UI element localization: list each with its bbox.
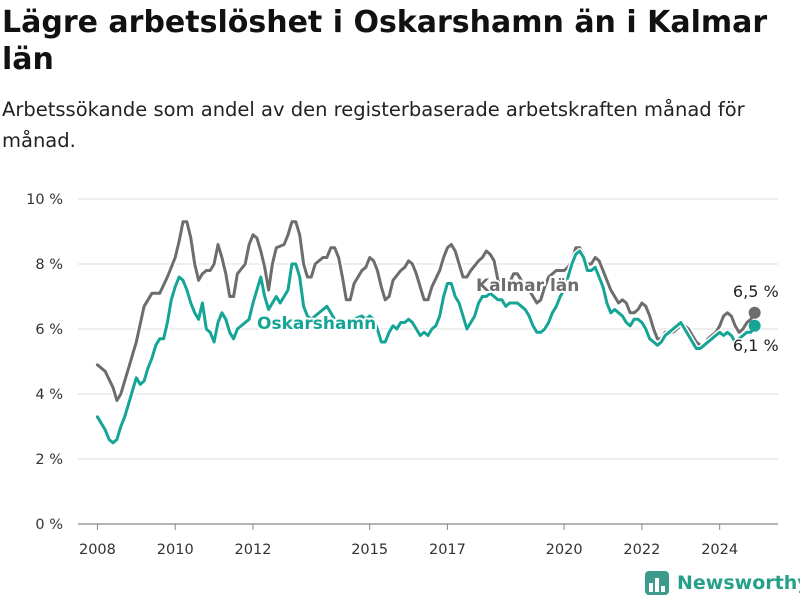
brand-name: Newsworthy <box>677 572 800 594</box>
x-tick-label: 2008 <box>79 542 116 558</box>
chart-title: Lägre arbetslöshet i Oskarshamn än i Kal… <box>2 5 768 77</box>
y-tick-label: 6 % <box>35 322 63 338</box>
series-lines <box>94 218 758 446</box>
axes: 0 % 2 % 4 % 6 % 8 % 10 % 2008 2010 2012 2015 2017 2… <box>26 192 738 558</box>
y-tick-label: 2 % <box>35 452 63 468</box>
y-tick-label: 10 % <box>26 192 63 208</box>
kalmar-end-value-label: 6,5 % <box>733 282 779 301</box>
kalmar-series-label: Kalmar län <box>476 276 579 296</box>
x-tick-label: 2022 <box>623 542 660 558</box>
oskarshamn-series-line <box>95 249 757 445</box>
y-tick-label: 8 % <box>35 257 63 273</box>
chart-subtitle: Arbetssökande som andel av den registerb… <box>2 98 745 152</box>
bar-chart-logo-icon <box>645 571 669 595</box>
x-tick-label: 2012 <box>235 542 272 558</box>
x-tick-label: 2024 <box>701 542 738 558</box>
y-tick-label: 4 % <box>35 387 63 403</box>
oskarshamn-end-value-label: 6,1 % <box>733 336 779 355</box>
series-labels: Kalmar län Oskarshamn 6,5 % 6,1 % <box>255 274 780 356</box>
brand-logo: Newsworthy <box>645 571 800 595</box>
x-tick-label: 2015 <box>351 542 388 558</box>
oskarshamn-end-point <box>748 319 761 332</box>
x-tick-label: 2017 <box>429 542 466 558</box>
kalmar-series-line <box>95 220 757 402</box>
x-tick-label: 2010 <box>157 542 194 558</box>
kalmar-end-point <box>748 306 761 319</box>
oskarshamn-series-label: Oskarshamn <box>257 314 376 334</box>
y-tick-label: 0 % <box>35 517 63 533</box>
x-tick-label: 2020 <box>546 542 583 558</box>
gridlines <box>78 198 778 525</box>
